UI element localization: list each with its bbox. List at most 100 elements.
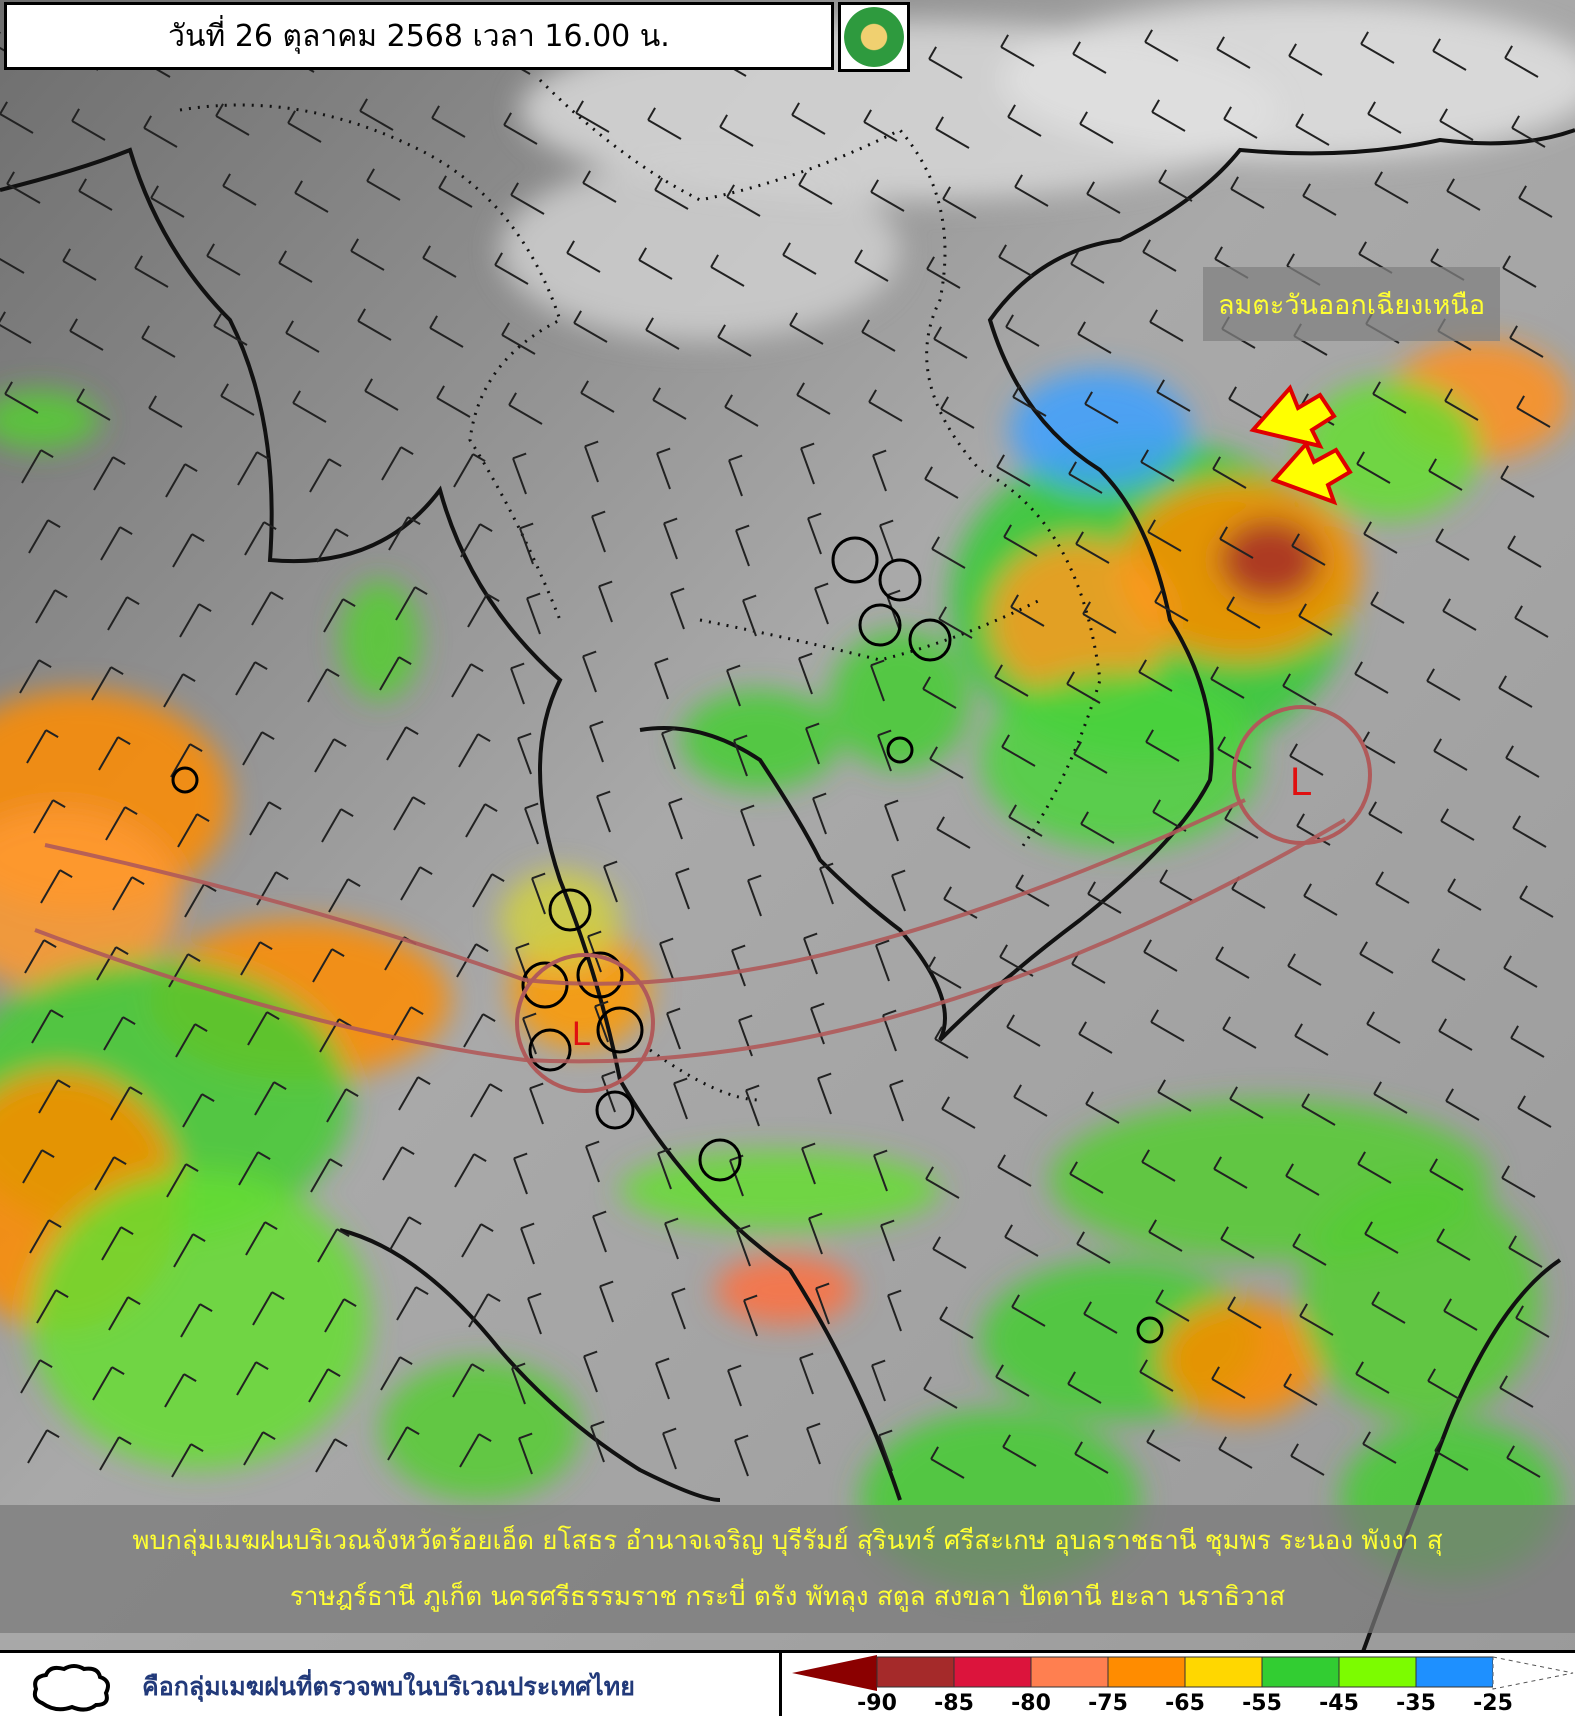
wind-barb [518,1432,533,1475]
wind-barb [382,1146,415,1181]
wind-barb [596,790,611,833]
colorbar-segment [1415,1656,1494,1688]
low-pressure-circle [515,953,655,1093]
wind-barb [934,1026,969,1059]
wind-barb [1504,45,1539,78]
wind-barb [1440,808,1475,841]
cloud-legend: คือกลุ่มเมฆฝนที่ตรวจพบในบริเวณประเทศไทย [0,1650,782,1716]
wind-barb [675,867,690,910]
cloud-top-region [1000,0,1575,160]
wind-barb [1142,239,1177,272]
wind-barb [1014,174,1049,207]
wind-barb [243,1431,276,1466]
wind-barb [1374,171,1409,204]
wind-barb [1086,181,1121,214]
wind-barb [524,802,539,845]
coastline [639,128,1575,1042]
wind-barb [891,869,906,912]
wind-barb [31,1009,64,1044]
wind-barb [1282,673,1317,706]
wind-barb [164,1373,197,1408]
colorbar-segment [876,1656,955,1688]
wind-barb [1363,521,1398,554]
wind-barb [806,1422,821,1465]
wind-barb [110,1086,143,1121]
wind-barb [1001,734,1036,767]
wind-barb [213,313,248,346]
wind-barb [235,661,268,696]
wind-barb [321,808,354,843]
wind-barb [452,1363,485,1398]
wind-barb [247,1011,280,1046]
wind-barb [1223,106,1258,139]
wind-barb [924,466,959,499]
wind-barb [494,252,529,285]
wind-barb [1428,458,1463,491]
wind-barb [1498,675,1533,708]
wind-barb [148,395,183,428]
wind-barb [740,804,755,847]
wind-barb [520,1222,535,1265]
wind-barb [1075,531,1110,564]
wind-barb [150,185,185,218]
wind-barb [731,944,746,987]
wind-barb [309,458,342,493]
wind-barb [1296,813,1331,846]
wind-barb [879,519,894,562]
colorbar-segment [1107,1656,1186,1688]
wind-barb [742,594,757,637]
wind-barb [1147,519,1182,552]
wind-barb [1303,883,1338,916]
wind-barb [1357,1151,1392,1184]
wind-barb [517,732,532,775]
wind-barb [310,1158,343,1193]
wind-barb [381,446,414,481]
wind-barb [1011,1294,1046,1327]
wind-barb [531,872,546,915]
wind-barb [175,1023,208,1058]
wind-barb [177,813,210,848]
wind-barb [1210,666,1245,699]
colorbar-segment [1261,1656,1340,1688]
wind-barb [743,1294,758,1337]
wind-barb [1434,1438,1469,1471]
cloud-top-region [715,1255,855,1325]
wind-barb [782,242,817,275]
wind-barb [796,382,831,415]
wind-barb [134,255,169,288]
wind-barb [710,254,745,287]
wind-barb [1299,1303,1334,1336]
wind-barb [1512,815,1547,848]
wind-barb [1505,745,1540,778]
wind-barb [1507,535,1542,568]
wind-barb [1085,1091,1120,1124]
wind-barb [583,1350,598,1393]
wind-barb [396,1286,429,1321]
wind-barb [872,449,887,492]
wind-barb [510,182,545,215]
wind-barb [285,320,320,353]
wind-barb [1082,601,1117,634]
wind-barb [935,116,970,149]
wind-barb [655,1357,670,1400]
wind-barb [662,1427,677,1470]
wind-barb [854,249,889,282]
wind-barb [1355,1361,1390,1394]
wind-barb [26,729,59,764]
wind-barb [590,1420,605,1463]
wind-barb [170,743,203,778]
cloud-top-region [990,540,1170,700]
wind-barb [33,799,66,834]
wind-barb [510,662,525,705]
wind-barb [1145,729,1180,762]
wind-barb [316,528,349,563]
wind-barb [101,1226,134,1261]
cloud-top-region [500,160,900,340]
wind-barb [717,324,752,357]
wind-barb [932,1236,967,1269]
wind-barb [1295,113,1330,146]
wind-barb [1211,1366,1246,1399]
wind-barb [1139,1359,1174,1392]
cloud-top-region [380,1360,580,1500]
wind-barb [99,1436,132,1471]
